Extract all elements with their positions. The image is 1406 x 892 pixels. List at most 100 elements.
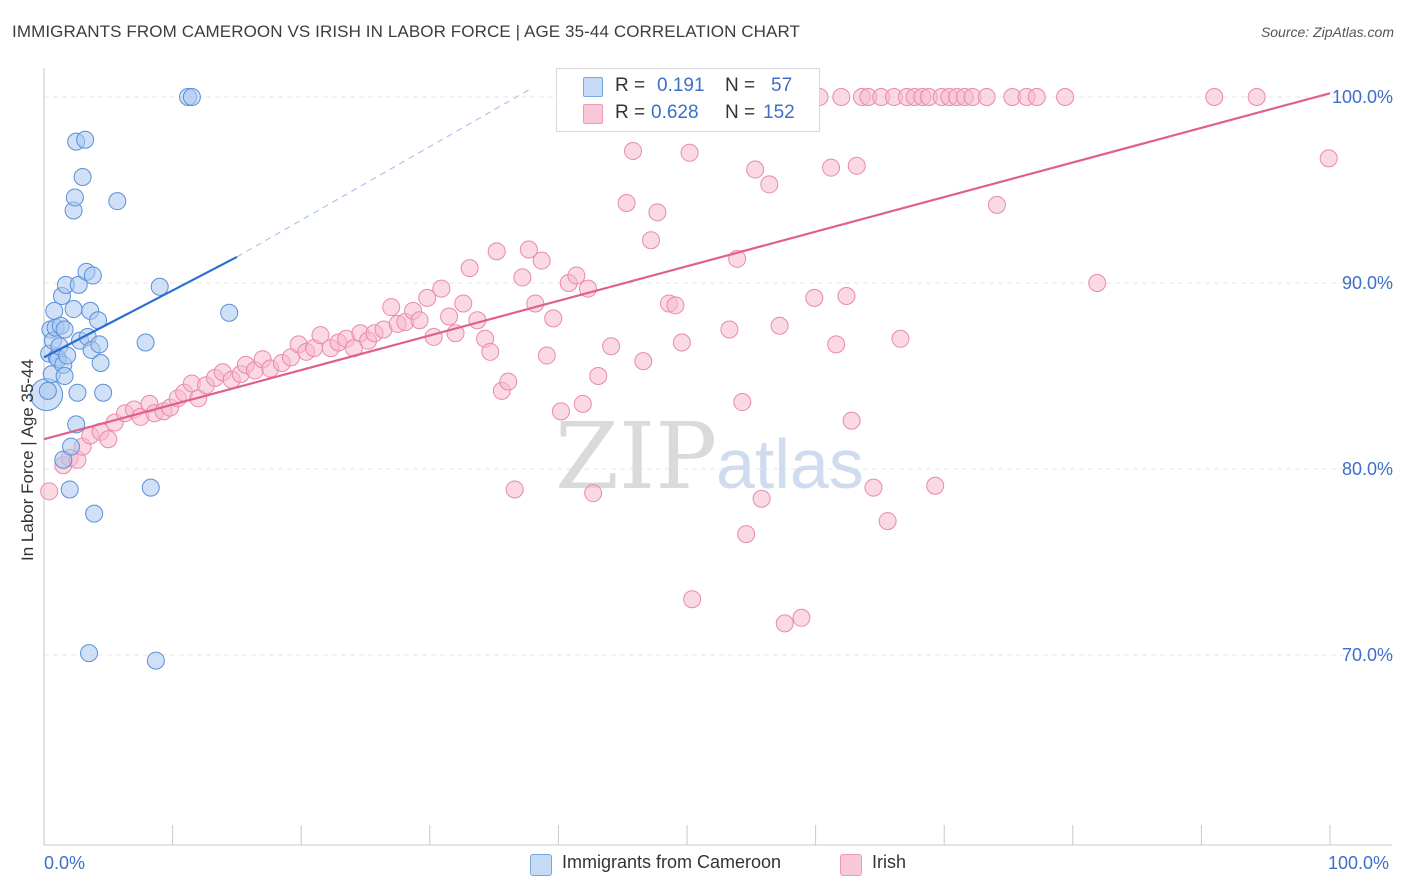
series-label-cameroon: Immigrants from Cameroon xyxy=(562,852,782,872)
legend-swatch-blue xyxy=(583,77,603,97)
cameroon-point xyxy=(220,303,239,322)
cameroon-point xyxy=(141,478,160,497)
irish-point xyxy=(680,143,699,162)
cameroon-point xyxy=(85,504,104,523)
irish-point xyxy=(532,251,551,270)
irish-point xyxy=(805,288,824,307)
legend-n-value: 152 xyxy=(763,102,795,123)
irish-point xyxy=(634,352,653,371)
series-swatch-pink xyxy=(840,854,862,876)
irish-point xyxy=(926,476,945,495)
watermark: ZIP atlas xyxy=(555,403,864,510)
cameroon-point xyxy=(83,266,102,285)
cameroon-point xyxy=(108,192,127,211)
cameroon-point xyxy=(76,130,95,149)
irish-point xyxy=(672,333,691,352)
irish-point xyxy=(410,311,429,330)
irish-trend-line xyxy=(43,92,1331,441)
irish-point xyxy=(454,294,473,313)
cameroon-points xyxy=(30,88,239,670)
irish-point xyxy=(822,158,841,177)
irish-point xyxy=(770,316,789,335)
irish-point xyxy=(641,231,660,250)
irish-point xyxy=(1247,88,1266,106)
legend-n-label: N = xyxy=(725,102,756,123)
irish-point xyxy=(847,156,866,175)
cameroon-point xyxy=(94,383,113,402)
irish-points xyxy=(40,88,1338,633)
cameroon-point xyxy=(58,346,77,365)
cameroon-point xyxy=(38,381,57,400)
irish-point xyxy=(573,394,592,413)
cameroon-point xyxy=(62,437,81,456)
legend-r-label: R = xyxy=(615,102,646,123)
cameroon-point xyxy=(91,353,110,372)
irish-point xyxy=(418,288,437,307)
irish-point xyxy=(432,279,451,298)
series-swatch-blue xyxy=(530,854,552,876)
y-tick-label: 90.0% xyxy=(1342,273,1393,293)
irish-point xyxy=(864,478,883,497)
irish-point xyxy=(487,242,506,261)
irish-point xyxy=(987,195,1006,214)
irish-point xyxy=(99,430,118,449)
cameroon-point xyxy=(73,167,92,186)
cameroon-point xyxy=(64,300,83,319)
irish-point xyxy=(832,88,851,106)
series-label-irish: Irish xyxy=(872,852,907,872)
irish-point xyxy=(1056,88,1075,106)
irish-point xyxy=(513,268,532,287)
irish-point xyxy=(737,525,756,544)
cameroon-trend-line xyxy=(43,255,238,359)
irish-point xyxy=(589,367,608,385)
irish-point xyxy=(752,489,771,508)
irish-point xyxy=(440,307,459,326)
irish-point xyxy=(746,160,765,179)
irish-point xyxy=(617,194,636,213)
irish-point xyxy=(891,329,910,348)
axes xyxy=(43,68,1392,846)
irish-point xyxy=(977,88,996,106)
correlation-legend: R = 0.191 N = 57 R = 0.628 N = 152 xyxy=(556,68,820,132)
irish-point xyxy=(760,175,779,194)
irish-point xyxy=(648,203,667,222)
irish-point xyxy=(519,240,538,259)
cameroon-point xyxy=(60,480,79,499)
trend-lines xyxy=(43,87,1331,441)
irish-point xyxy=(878,512,897,531)
irish-point xyxy=(733,393,752,412)
irish-point xyxy=(1319,149,1338,168)
irish-point xyxy=(623,141,642,160)
irish-point xyxy=(837,287,856,306)
irish-point xyxy=(1205,88,1224,106)
irish-point xyxy=(1027,88,1046,106)
x-tick-label-min: 0.0% xyxy=(44,853,86,873)
irish-point xyxy=(505,480,524,499)
y-tick-labels: 100.0% 90.0% 80.0% 70.0% xyxy=(1332,87,1393,665)
watermark-atlas: atlas xyxy=(716,425,864,503)
irish-point xyxy=(40,482,59,501)
y-axis-label: In Labor Force | Age 35-44 xyxy=(18,359,37,561)
irish-point xyxy=(537,346,556,365)
legend-n-label: N = xyxy=(725,75,756,96)
irish-point xyxy=(827,335,846,354)
irish-point xyxy=(683,590,702,609)
irish-point xyxy=(720,320,739,339)
cameroon-point xyxy=(90,335,109,354)
irish-point xyxy=(499,372,518,391)
watermark-zip: ZIP xyxy=(555,403,717,510)
legend-n-value: 57 xyxy=(771,75,793,96)
cameroon-point xyxy=(150,277,169,296)
irish-point xyxy=(1088,274,1107,292)
legend-r-value: 0.191 xyxy=(657,75,705,96)
chart-title: IMMIGRANTS FROM CAMEROON VS IRISH IN LAB… xyxy=(12,22,801,41)
irish-point xyxy=(551,402,570,421)
irish-point xyxy=(382,298,401,317)
legend-r-value: 0.628 xyxy=(651,102,699,123)
cameroon-point xyxy=(68,383,87,402)
cameroon-point xyxy=(80,644,99,663)
cameroon-point xyxy=(55,320,74,339)
legend-swatch-pink xyxy=(583,104,603,124)
cameroon-point xyxy=(146,651,165,670)
